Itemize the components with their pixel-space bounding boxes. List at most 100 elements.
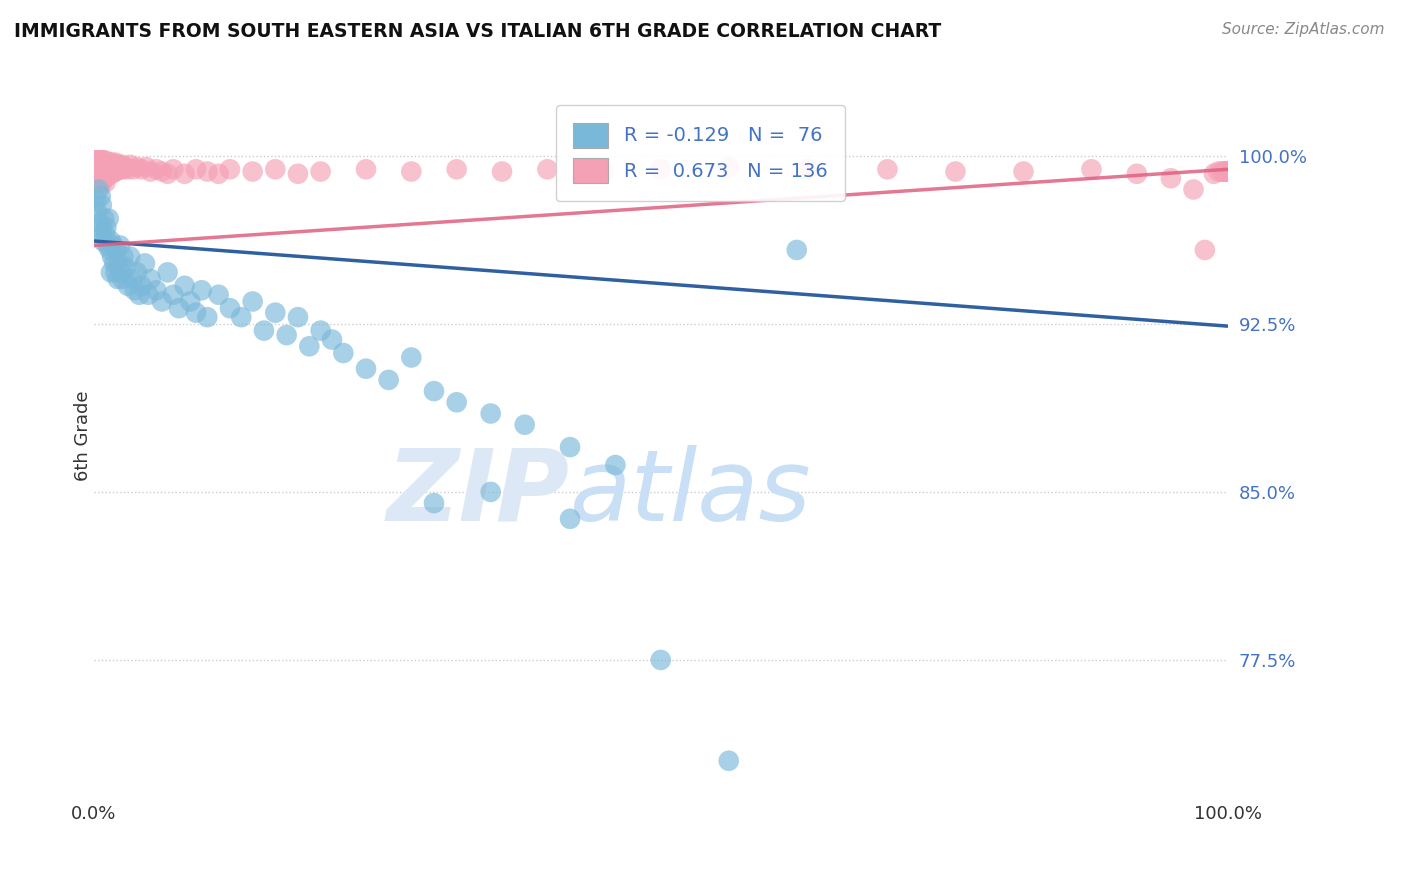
Point [717, 160, 740, 174]
Point [94, 227, 117, 242]
Point [87, 171, 110, 186]
Point [90, 153, 112, 168]
Point [111, 158, 134, 172]
Point [1215, 164, 1237, 178]
Point [156, 167, 179, 181]
Point [97, 158, 120, 172]
Point [1215, 164, 1237, 178]
Point [1213, 164, 1236, 178]
Point [184, 162, 207, 177]
Point [108, 256, 131, 270]
Point [1215, 164, 1237, 178]
Point [91, 234, 114, 248]
Point [1215, 164, 1237, 178]
Point [131, 278, 153, 293]
Point [90, 176, 112, 190]
Point [1215, 164, 1237, 178]
Point [1215, 164, 1237, 178]
Point [89, 216, 111, 230]
Point [1215, 164, 1237, 178]
Point [287, 310, 309, 325]
Point [1215, 164, 1237, 178]
Point [491, 164, 513, 178]
Point [110, 162, 132, 177]
Point [90, 162, 112, 177]
Point [103, 158, 125, 172]
Point [98, 243, 121, 257]
Point [1215, 164, 1237, 178]
Point [354, 162, 377, 177]
Point [114, 160, 136, 174]
Point [96, 238, 118, 252]
Point [91, 162, 114, 177]
Point [354, 361, 377, 376]
Point [107, 272, 129, 286]
Point [101, 158, 124, 172]
Point [1215, 164, 1237, 178]
Point [84, 153, 107, 168]
Point [90, 198, 112, 212]
Point [786, 243, 808, 257]
Point [1215, 164, 1237, 178]
Point [797, 162, 820, 177]
Point [103, 164, 125, 178]
Point [86, 160, 108, 174]
Point [276, 328, 298, 343]
Point [446, 162, 468, 177]
Point [89, 153, 111, 168]
Point [1215, 164, 1237, 178]
Point [167, 301, 190, 316]
Point [128, 287, 150, 301]
Point [108, 160, 131, 174]
Point [190, 283, 212, 297]
Point [1194, 243, 1216, 257]
Point [93, 211, 115, 226]
Point [195, 164, 218, 178]
Point [1202, 167, 1225, 181]
Point [90, 220, 112, 235]
Point [1215, 164, 1237, 178]
Point [121, 272, 143, 286]
Point [536, 162, 558, 177]
Point [179, 294, 201, 309]
Point [86, 205, 108, 219]
Point [207, 167, 229, 181]
Point [150, 294, 173, 309]
Point [264, 162, 287, 177]
Legend: R = -0.129   N =  76, R =  0.673   N = 136: R = -0.129 N = 76, R = 0.673 N = 136 [555, 105, 845, 201]
Point [91, 153, 114, 168]
Point [423, 496, 446, 510]
Point [93, 158, 115, 172]
Point [125, 265, 148, 279]
Text: Source: ZipAtlas.com: Source: ZipAtlas.com [1222, 22, 1385, 37]
Text: IMMIGRANTS FROM SOUTH EASTERN ASIA VS ITALIAN 6TH GRADE CORRELATION CHART: IMMIGRANTS FROM SOUTH EASTERN ASIA VS IT… [14, 22, 941, 41]
Point [1215, 164, 1237, 178]
Point [93, 171, 115, 186]
Point [1215, 164, 1237, 178]
Point [96, 220, 118, 235]
Point [1215, 164, 1237, 178]
Point [1160, 171, 1182, 186]
Point [114, 260, 136, 275]
Point [90, 227, 112, 242]
Point [605, 458, 627, 472]
Point [1215, 164, 1237, 178]
Point [120, 250, 142, 264]
Point [1215, 164, 1237, 178]
Point [1126, 167, 1149, 181]
Point [138, 287, 160, 301]
Point [287, 167, 309, 181]
Point [423, 384, 446, 398]
Point [107, 162, 129, 177]
Point [264, 306, 287, 320]
Point [139, 164, 162, 178]
Point [173, 167, 195, 181]
Point [104, 265, 127, 279]
Point [94, 176, 117, 190]
Point [1215, 164, 1237, 178]
Point [103, 158, 125, 172]
Point [87, 162, 110, 177]
Point [111, 272, 134, 286]
Point [94, 162, 117, 177]
Point [100, 265, 122, 279]
